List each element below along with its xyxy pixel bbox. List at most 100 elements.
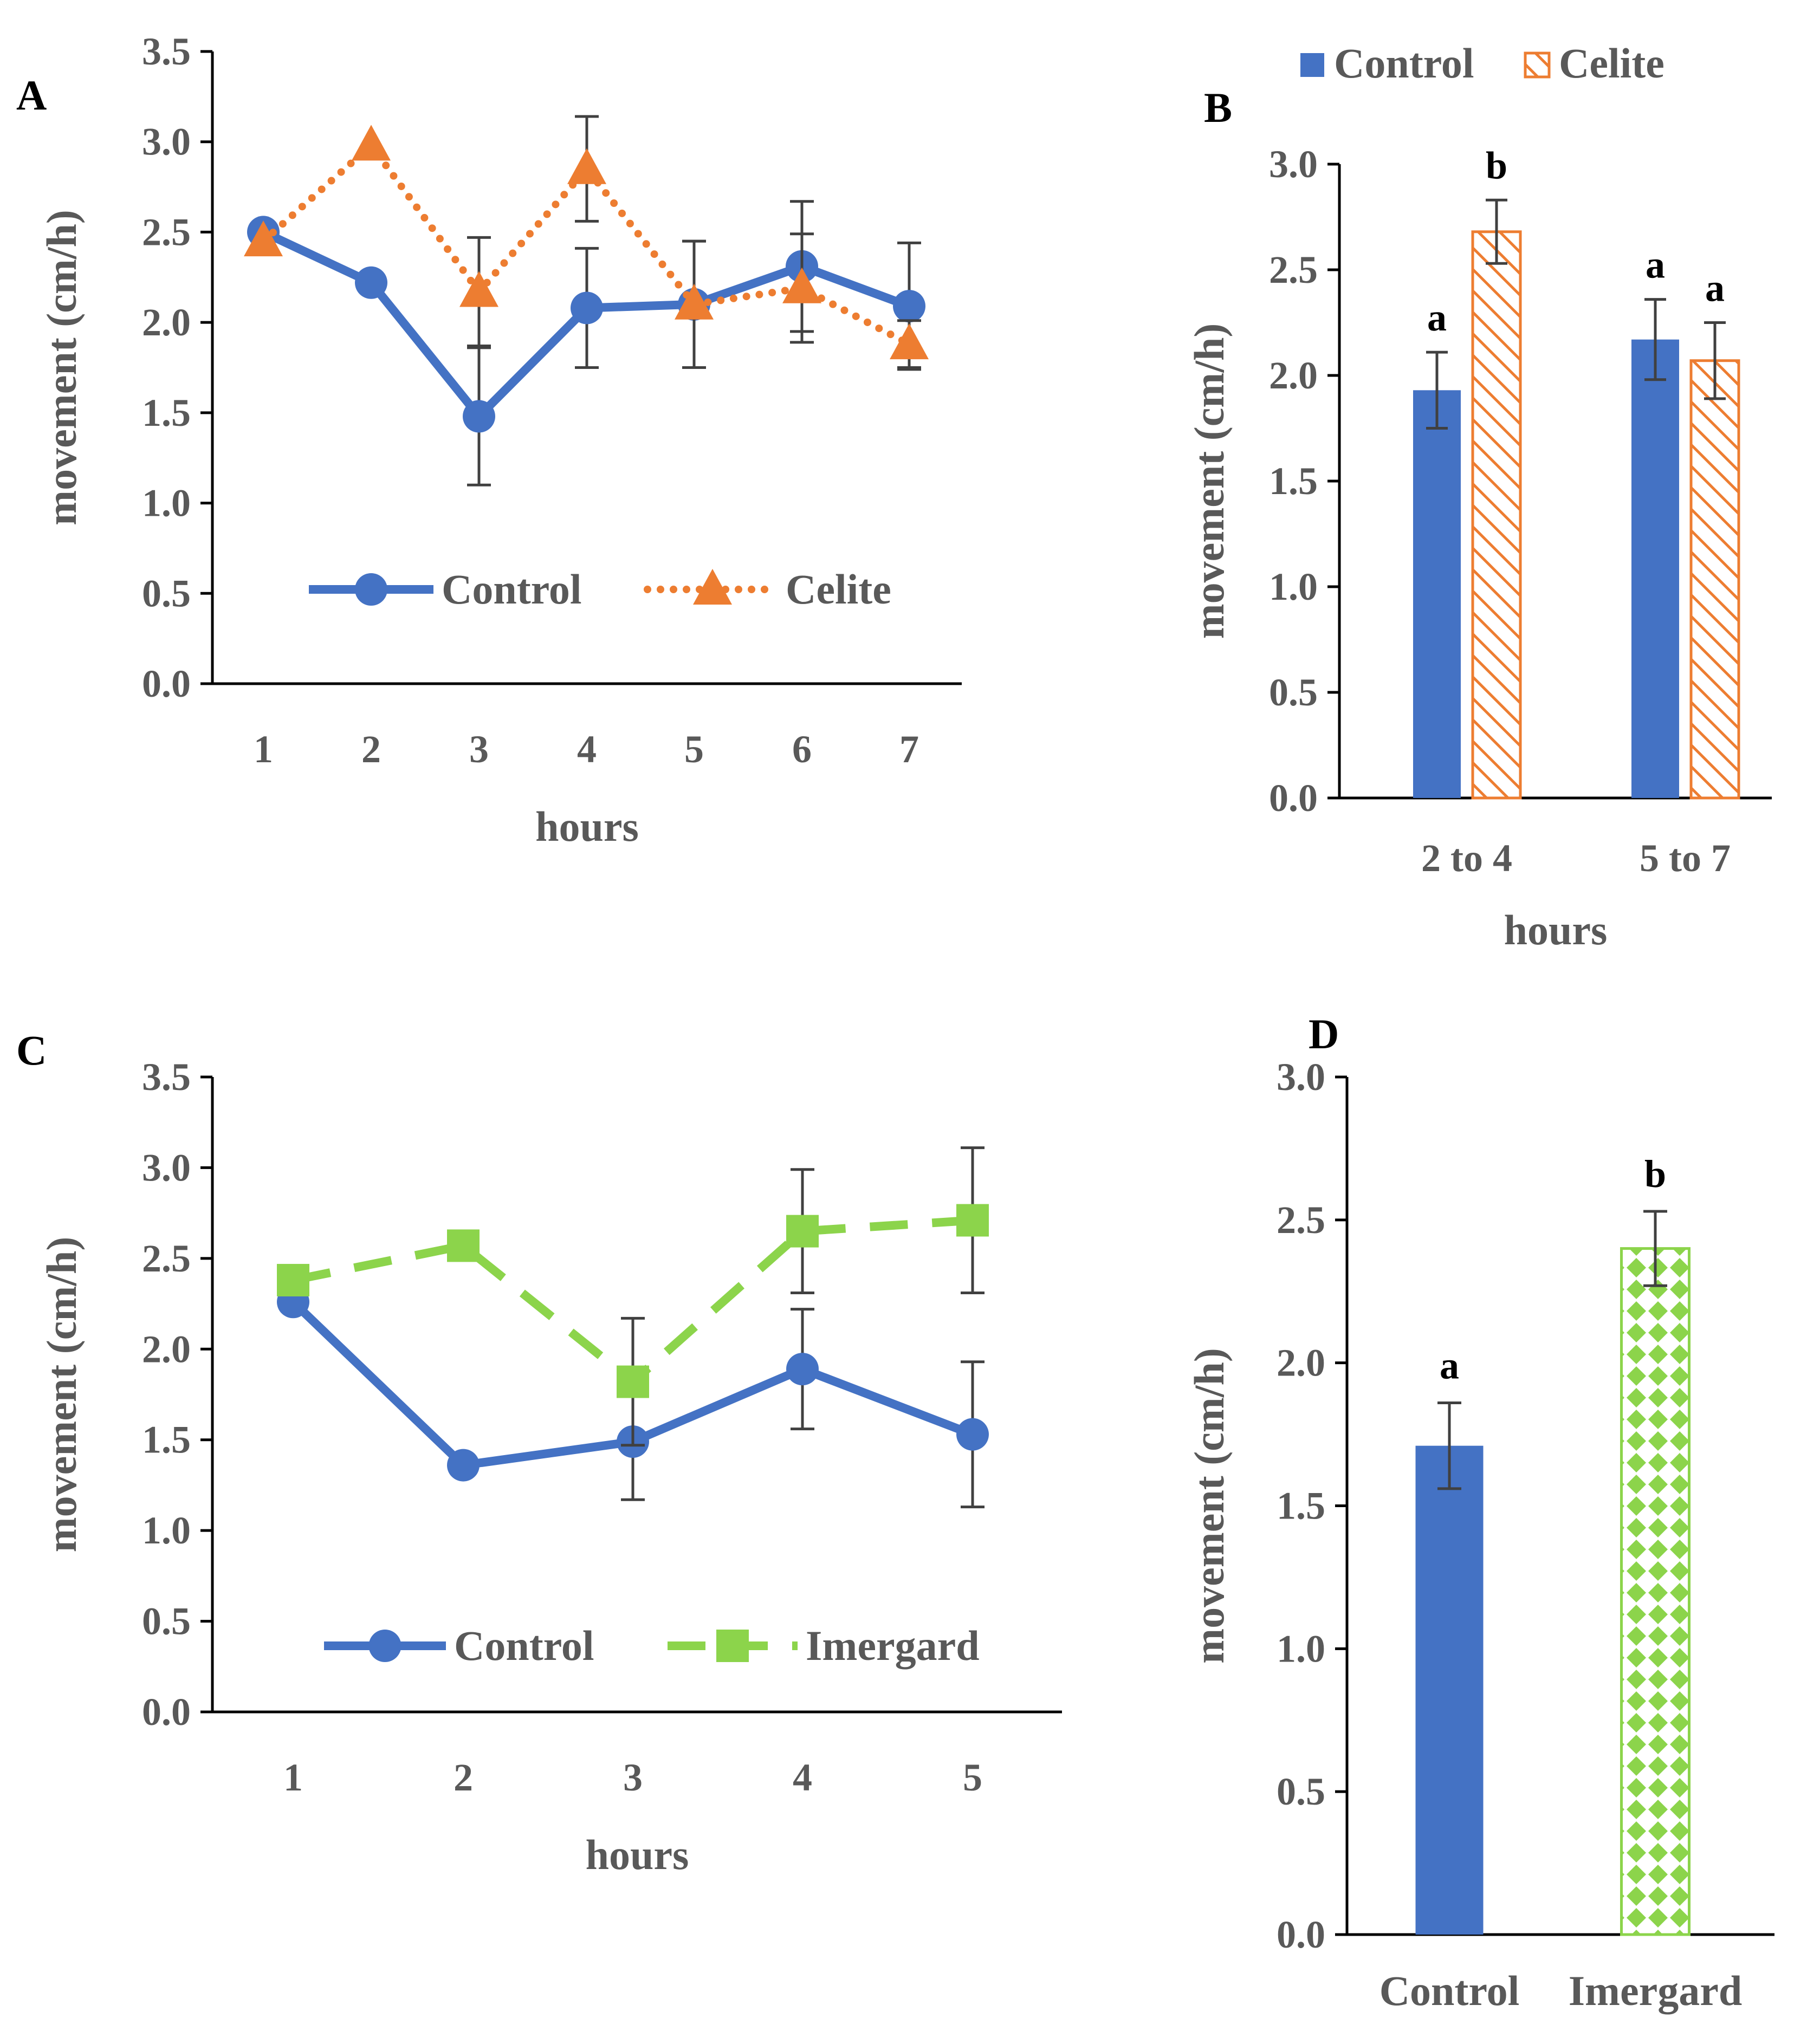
panel-c-y-tick-label: 1.5 <box>142 1418 191 1462</box>
panel-a-y-tick-label: 0.5 <box>142 572 191 615</box>
legend-marker-control <box>355 573 387 606</box>
panel-b-y-tick-label: 1.0 <box>1269 565 1318 608</box>
data-point-control <box>355 266 387 299</box>
significance-letter: a <box>1427 296 1447 339</box>
data-point-imergard <box>786 1215 819 1248</box>
significance-letter: a <box>1440 1344 1459 1387</box>
panel-a-y-tick-label: 2.0 <box>142 301 191 344</box>
data-point-celite <box>675 283 714 320</box>
panel-c-y-tick-label: 3.5 <box>142 1055 191 1099</box>
panel-d-y-tick-label: 2.0 <box>1277 1341 1325 1385</box>
panel-c-y-tick-label: 2.0 <box>142 1327 191 1371</box>
data-point-celite <box>459 271 498 307</box>
data-point-control <box>463 400 495 433</box>
legend-marker-imergard <box>716 1630 749 1662</box>
data-point-imergard <box>617 1365 649 1398</box>
panel-c-y-tick-label: 0.5 <box>142 1600 191 1643</box>
panel-d-y-tick-label: 1.5 <box>1277 1484 1325 1528</box>
x-tick-label: 5 <box>684 728 704 771</box>
legend-swatch-control <box>1300 53 1324 77</box>
panel-label-a: A <box>16 72 47 119</box>
panel-d-y-tick-label: 1.0 <box>1277 1627 1325 1670</box>
x-tick-label: 3 <box>469 728 489 771</box>
panel-c-y-tick-label: 2.5 <box>142 1237 191 1280</box>
panel-a-y-tick-label: 1.0 <box>142 482 191 525</box>
data-point-imergard <box>277 1264 309 1297</box>
legend-marker-celite <box>693 569 732 605</box>
data-point-celite <box>782 267 821 303</box>
legend-label-imergard: Imergard <box>806 1622 980 1669</box>
panel-c-y-tick-label: 0.0 <box>142 1690 191 1734</box>
x-tick-label: Imergard <box>1569 1967 1743 2014</box>
panel-b-y-axis-title: movement (cm/h) <box>1186 323 1233 639</box>
data-point-control <box>893 290 925 323</box>
x-axis-title: hours <box>1504 906 1608 953</box>
x-tick-label: 7 <box>899 728 919 771</box>
x-tick-label: 2 to 4 <box>1421 836 1512 880</box>
panel-a: 0.0 0.5 1.0 1.5 2.0 2.5 3.0 3.5 1 2 3 4 5 6 7 hours move… <box>16 30 962 850</box>
panel-b-y-tick-label: 0.0 <box>1269 776 1318 820</box>
x-tick-label: 4 <box>577 728 597 771</box>
significance-letter: a <box>1705 267 1725 310</box>
x-tick-label: 1 <box>283 1756 303 1799</box>
legend-label-celite: Celite <box>1559 40 1664 87</box>
chart-layer: 0.0 0.5 1.0 1.5 2.0 2.5 3.0 3.5 1 2 3 4 5 6 7 hours move… <box>16 30 1774 2014</box>
panel-a-y-tick-label: 2.5 <box>142 210 191 254</box>
data-point-celite <box>890 323 929 360</box>
panel-d-y-axis-title: movement (cm/h) <box>1186 1348 1233 1664</box>
legend-label-celite: Celite <box>786 566 891 613</box>
panel-label-d: D <box>1309 1010 1339 1057</box>
panel-a-y-tick-label: 0.0 <box>142 662 191 705</box>
x-tick-label: 6 <box>792 728 812 771</box>
panel-a-y-tick-label: 3.5 <box>142 30 191 73</box>
panel-c-y-tick-label: 3.0 <box>142 1146 191 1189</box>
data-point-control <box>956 1418 989 1451</box>
panel-a-y-tick-label: 1.5 <box>142 391 191 434</box>
data-point-control <box>571 291 603 325</box>
x-tick-label: 2 <box>361 728 381 771</box>
panel-b: 0.0 0.5 1.0 1.5 2.0 2.5 3.0 2 to 4 5 to 7 hours mo… <box>1186 40 1772 953</box>
legend-label-control: Control <box>1334 40 1474 87</box>
data-point-control <box>786 1353 819 1386</box>
bar-control <box>1415 1445 1484 1935</box>
panel-a-y-axis-title: movement (cm/h) <box>38 210 85 525</box>
significance-letter: b <box>1486 144 1507 187</box>
panel-c-y-tick-label: 1.0 <box>142 1509 191 1552</box>
panel-b-y-tick-label: 0.5 <box>1269 671 1318 714</box>
bar-imergard <box>1620 1247 1691 1936</box>
data-point-celite <box>244 220 283 257</box>
x-axis-title: hours <box>535 803 639 850</box>
x-axis-title: hours <box>586 1831 689 1878</box>
x-tick-label: 1 <box>254 728 273 771</box>
x-tick-label: Control <box>1379 1967 1520 2014</box>
x-tick-label: 5 <box>963 1756 982 1799</box>
panel-c: 0.0 0.5 1.0 1.5 2.0 2.5 3.0 3.5 1 2 3 4 5 hours moveme… <box>16 1027 1062 1878</box>
bar-control <box>1631 339 1679 798</box>
panel-label-c: C <box>16 1027 47 1074</box>
panel-b-y-tick-label: 2.0 <box>1269 354 1318 397</box>
panel-d-y-tick-label: 0.0 <box>1277 1913 1325 1956</box>
data-point-imergard <box>956 1204 989 1237</box>
legend-swatch-celite <box>1524 51 1551 79</box>
panel-b-y-tick-label: 2.5 <box>1269 248 1318 291</box>
data-point-control <box>447 1449 480 1482</box>
x-tick-label: 5 to 7 <box>1640 836 1731 880</box>
panel-d-y-tick-label: 3.0 <box>1277 1055 1325 1099</box>
legend-label-control: Control <box>454 1622 594 1669</box>
legend-label-control: Control <box>442 566 582 613</box>
bar-celite <box>1689 359 1740 800</box>
bar-control <box>1413 390 1461 798</box>
panel-d-y-tick-label: 2.5 <box>1277 1198 1325 1242</box>
panel-b-y-tick-label: 1.5 <box>1269 459 1318 503</box>
x-tick-label: 3 <box>623 1756 643 1799</box>
data-point-celite <box>567 148 606 184</box>
legend-marker-control <box>368 1630 401 1662</box>
x-tick-label: 4 <box>793 1756 812 1799</box>
data-point-celite <box>352 125 391 161</box>
bar-celite <box>1471 230 1522 800</box>
x-tick-label: 2 <box>454 1756 473 1799</box>
panel-b-y-tick-label: 3.0 <box>1269 142 1318 186</box>
panel-a-y-tick-label: 3.0 <box>142 120 191 164</box>
panel-d-y-tick-label: 0.5 <box>1277 1770 1325 1813</box>
